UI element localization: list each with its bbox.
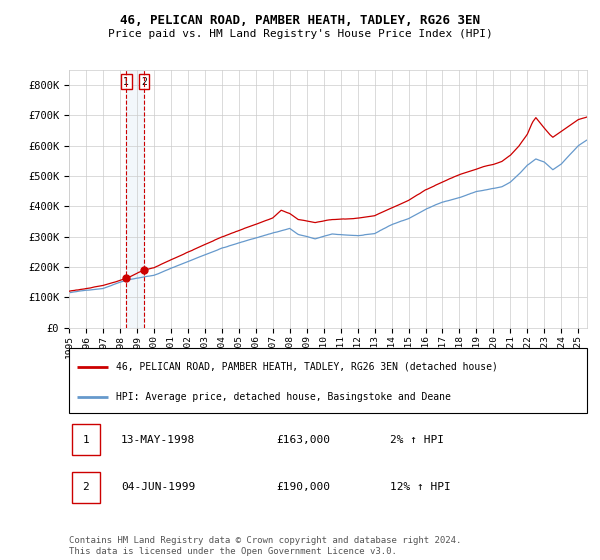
Text: 2: 2 — [82, 482, 89, 492]
Bar — [126, 70, 144, 328]
Text: 2% ↑ HPI: 2% ↑ HPI — [390, 435, 444, 445]
Text: £163,000: £163,000 — [276, 435, 330, 445]
FancyBboxPatch shape — [69, 348, 587, 413]
Text: HPI: Average price, detached house, Basingstoke and Deane: HPI: Average price, detached house, Basi… — [116, 392, 451, 402]
FancyBboxPatch shape — [71, 472, 100, 503]
Text: 04-JUN-1999: 04-JUN-1999 — [121, 482, 195, 492]
Text: 13-MAY-1998: 13-MAY-1998 — [121, 435, 195, 445]
FancyBboxPatch shape — [71, 424, 100, 455]
Text: 12% ↑ HPI: 12% ↑ HPI — [390, 482, 451, 492]
Text: 46, PELICAN ROAD, PAMBER HEATH, TADLEY, RG26 3EN: 46, PELICAN ROAD, PAMBER HEATH, TADLEY, … — [120, 14, 480, 27]
Text: 46, PELICAN ROAD, PAMBER HEATH, TADLEY, RG26 3EN (detached house): 46, PELICAN ROAD, PAMBER HEATH, TADLEY, … — [116, 362, 497, 371]
Text: Contains HM Land Registry data © Crown copyright and database right 2024.
This d: Contains HM Land Registry data © Crown c… — [69, 536, 461, 556]
Text: Price paid vs. HM Land Registry's House Price Index (HPI): Price paid vs. HM Land Registry's House … — [107, 29, 493, 39]
Text: 1: 1 — [82, 435, 89, 445]
Text: £190,000: £190,000 — [276, 482, 330, 492]
Text: 2: 2 — [141, 77, 147, 87]
Text: 1: 1 — [123, 77, 129, 87]
